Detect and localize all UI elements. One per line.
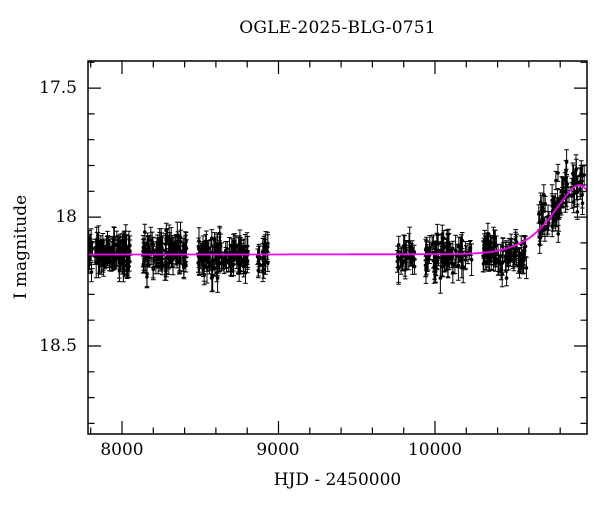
data-points-layer [88,149,587,294]
x-tick-label-9000: 9000 [256,440,300,460]
axis-ticks [88,61,587,434]
plot-frame [87,60,588,435]
chart-title: OGLE-2025-BLG-0751 [239,18,436,38]
error-bars [88,149,587,294]
y-tick-label-18: 18 [55,207,77,227]
model-curve [88,184,587,256]
x-tick-label-10000: 10000 [407,440,463,460]
x-tick-label-8000: 8000 [100,440,144,460]
y-tick-label-17-5: 17.5 [39,78,77,98]
x-axis-label: HJD - 2450000 [273,470,402,490]
y-tick-label-18-5: 18.5 [39,336,77,356]
